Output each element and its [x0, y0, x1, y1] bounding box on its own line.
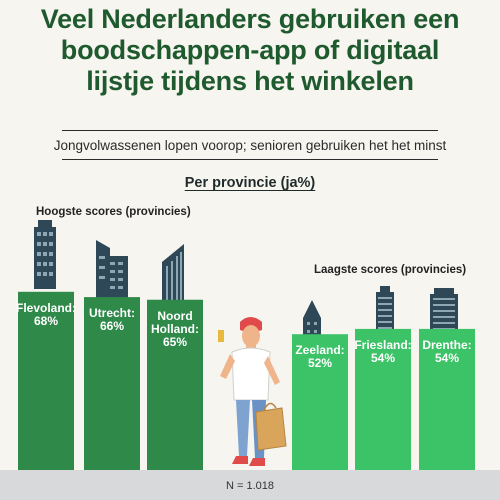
ground-strip — [0, 470, 500, 500]
bar-label-friesland: Friesland: 54% — [354, 338, 411, 365]
bars-group: Flevoland: 68% Utrecht: 66% Noord Holland: 65%… — [16, 291, 475, 470]
group-label-highest: Hoogste scores (provincies) — [36, 206, 191, 218]
bar-noord-holland — [147, 299, 203, 470]
chart-title: Veel Nederlanders gebruiken een boodscha… — [0, 4, 500, 97]
bar-utrecht — [84, 297, 140, 470]
chart-subtitle: Jongvolwassenen lopen voorop; senioren g… — [53, 138, 447, 153]
building-icon-3 — [162, 244, 184, 310]
bar-label-flevoland: Flevoland: 68% — [16, 301, 76, 328]
bar-label-zeeland: Zeeland: 52% — [295, 343, 344, 370]
title-line-1: Veel Nederlanders gebruiken een — [40, 4, 460, 34]
section-title: Per provincie (ja%) — [0, 175, 500, 191]
bar-label-drenthe: Drenthe: 54% — [422, 338, 471, 365]
bar-drenthe — [419, 328, 475, 470]
bar-flevoland — [18, 291, 74, 470]
divider-top — [62, 130, 438, 131]
divider-bottom — [62, 159, 438, 160]
title-line-3: lijstje tijdens het winkelen — [86, 66, 414, 96]
group-label-lowest: Laagste scores (provincies) — [314, 264, 467, 276]
bar-label-noord-holland: Noord Holland: 65% — [151, 309, 199, 349]
building-icon-2 — [96, 240, 128, 300]
sample-size-note: N = 1.018 — [225, 480, 274, 492]
shopper-illustration — [218, 317, 287, 466]
section-title-text: Per provincie (ja%) — [184, 175, 316, 191]
title-line-2: boodschappen-app of digitaal — [60, 35, 440, 65]
bar-label-utrecht: Utrecht: 66% — [89, 306, 135, 333]
building-icon-1 — [34, 220, 56, 289]
bar-friesland — [355, 328, 411, 470]
bar-zeeland — [292, 334, 348, 470]
